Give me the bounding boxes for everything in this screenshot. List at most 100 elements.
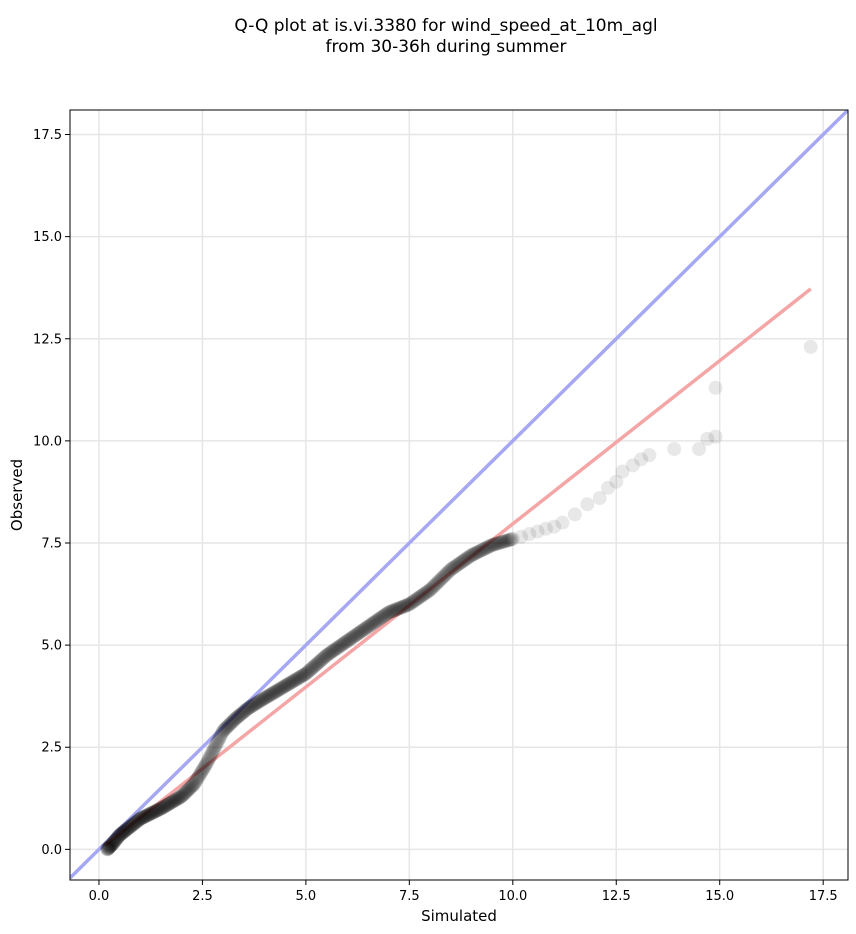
qq-point	[803, 339, 818, 354]
qq-point	[115, 825, 130, 840]
qq-point	[112, 827, 127, 842]
qq-point	[486, 537, 501, 552]
qq-point	[377, 608, 392, 623]
qq-point	[338, 635, 353, 650]
qq-point	[472, 544, 487, 559]
qq-point	[323, 645, 338, 660]
qq-point	[505, 531, 520, 546]
y-axis-label: Observed	[8, 459, 26, 531]
qq-point	[471, 544, 486, 559]
qq-point	[111, 829, 126, 844]
qq-point	[249, 696, 264, 711]
qq-point	[369, 613, 384, 628]
qq-point	[368, 614, 383, 629]
qq-point	[393, 600, 408, 615]
qq-point	[149, 803, 164, 818]
qq-point	[128, 815, 143, 830]
qq-point	[479, 540, 494, 555]
qq-point	[379, 607, 394, 622]
qq-point	[485, 537, 500, 552]
qq-point	[497, 534, 512, 549]
qq-point	[275, 680, 290, 695]
qq-point	[187, 776, 202, 791]
x-axis-label: Simulated	[421, 907, 497, 925]
qq-point	[440, 565, 455, 580]
qq-point	[111, 829, 126, 844]
qq-point	[113, 827, 128, 842]
qq-point	[109, 831, 124, 846]
qq-point	[251, 694, 266, 709]
qq-point	[466, 547, 481, 562]
qq-point	[104, 838, 119, 853]
qq-point	[150, 803, 165, 818]
qq-point	[175, 788, 190, 803]
qq-point	[290, 671, 305, 686]
qq-point	[347, 628, 362, 643]
qq-point	[105, 837, 120, 852]
qq-point	[441, 564, 456, 579]
qq-point	[255, 692, 270, 707]
qq-point	[266, 685, 281, 700]
qq-point	[222, 717, 237, 732]
qq-point	[218, 721, 233, 736]
qq-point	[318, 649, 333, 664]
y-tick-label: 15.0	[33, 230, 62, 245]
qq-point	[213, 728, 228, 743]
qq-point	[387, 603, 402, 618]
qq-point	[189, 773, 204, 788]
qq-point	[195, 762, 210, 777]
qq-point	[567, 507, 582, 522]
chart-title-line-2: from 30-36h during summer	[326, 37, 567, 57]
qq-point	[133, 811, 148, 826]
qq-point	[130, 813, 145, 828]
qq-point	[421, 584, 436, 599]
qq-point	[230, 710, 245, 725]
qq-point	[426, 579, 441, 594]
qq-point	[448, 559, 463, 574]
qq-point	[272, 682, 287, 697]
qq-point	[300, 665, 315, 680]
qq-point	[121, 820, 136, 835]
qq-point	[374, 610, 389, 625]
qq-point	[102, 840, 117, 855]
qq-point	[109, 832, 124, 847]
qq-point	[210, 735, 225, 750]
qq-point	[281, 677, 296, 692]
qq-point	[232, 708, 247, 723]
qq-point	[123, 819, 138, 834]
qq-point	[708, 380, 723, 395]
qq-point	[458, 552, 473, 567]
qq-point	[504, 532, 519, 547]
qq-point	[372, 611, 387, 626]
qq-point	[353, 625, 368, 640]
qq-point	[634, 452, 649, 467]
qq-point	[240, 701, 255, 716]
qq-point	[204, 747, 219, 762]
qq-point	[170, 791, 185, 806]
qq-point	[212, 731, 227, 746]
qq-point	[380, 606, 395, 621]
qq-point	[398, 598, 413, 613]
qq-point	[103, 838, 118, 853]
qq-point	[103, 839, 118, 854]
qq-point	[341, 633, 356, 648]
qq-point	[316, 650, 331, 665]
qq-point	[267, 685, 282, 700]
qq-point	[454, 554, 469, 569]
qq-point	[625, 458, 640, 473]
qq-point	[179, 784, 194, 799]
qq-point	[115, 825, 130, 840]
qq-point	[147, 804, 162, 819]
qq-point	[208, 739, 223, 754]
qq-point	[463, 548, 478, 563]
qq-point	[391, 601, 406, 616]
qq-point	[315, 651, 330, 666]
qq-point	[303, 662, 318, 677]
qq-point	[202, 750, 217, 765]
qq-point	[414, 588, 429, 603]
qq-point	[270, 683, 285, 698]
qq-point	[400, 598, 415, 613]
qq-point	[592, 491, 607, 506]
qq-point	[366, 616, 381, 631]
